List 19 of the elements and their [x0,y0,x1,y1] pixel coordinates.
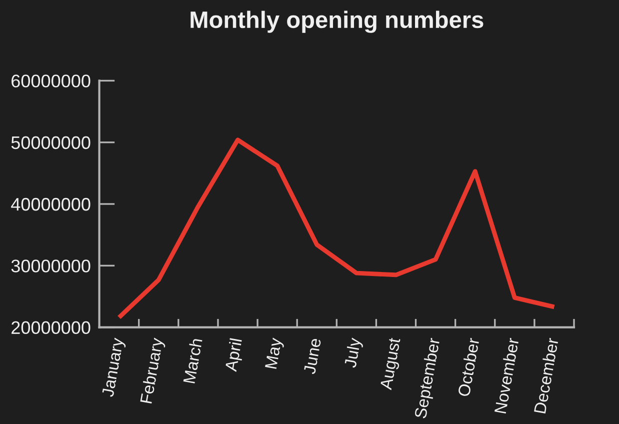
line-series [116,138,556,320]
x-tick-label: September [414,337,444,420]
x-tick-label: April [224,338,246,373]
y-tick-label: 20000000 [12,321,90,334]
x-tick-label: June [304,338,322,375]
x-tick-label: February [140,337,166,404]
x-tick-label: May [265,337,285,370]
y-tick-label: 40000000 [11,198,90,211]
x-tick-label: October [457,337,480,397]
y-tick-label: 30000000 [11,260,90,272]
x-tick-label: July [344,337,364,369]
x-tick-label: March [182,338,202,384]
x-tick-label: January [102,337,127,398]
x-tick-label: November [494,337,520,414]
x-tick-label: August [380,337,404,391]
y-tick-label: 50000000 [11,136,90,150]
x-tick-label: December [533,337,559,414]
y-tick-label: 60000000 [12,74,90,88]
chart-title: Monthly opening numbers [190,10,484,33]
